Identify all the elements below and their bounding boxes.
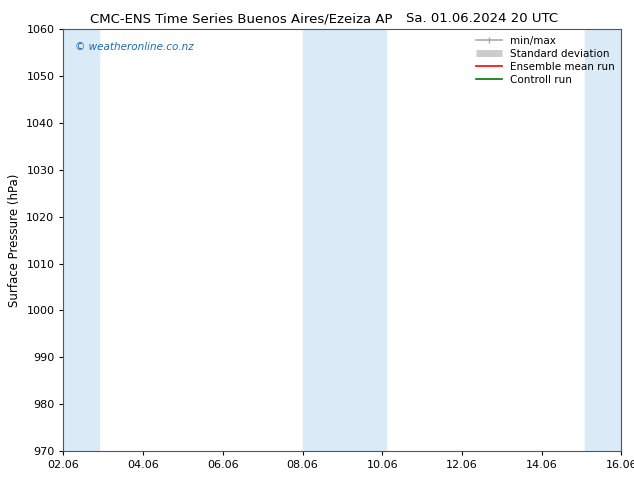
Text: Sa. 01.06.2024 20 UTC: Sa. 01.06.2024 20 UTC bbox=[406, 12, 558, 25]
Text: © weatheronline.co.nz: © weatheronline.co.nz bbox=[75, 42, 193, 52]
Bar bbox=[63, 29, 100, 451]
Y-axis label: Surface Pressure (hPa): Surface Pressure (hPa) bbox=[8, 173, 21, 307]
Bar bbox=[585, 29, 621, 451]
Bar bbox=[302, 29, 386, 451]
Text: CMC-ENS Time Series Buenos Aires/Ezeiza AP: CMC-ENS Time Series Buenos Aires/Ezeiza … bbox=[89, 12, 392, 25]
Legend: min/max, Standard deviation, Ensemble mean run, Controll run: min/max, Standard deviation, Ensemble me… bbox=[472, 31, 619, 89]
